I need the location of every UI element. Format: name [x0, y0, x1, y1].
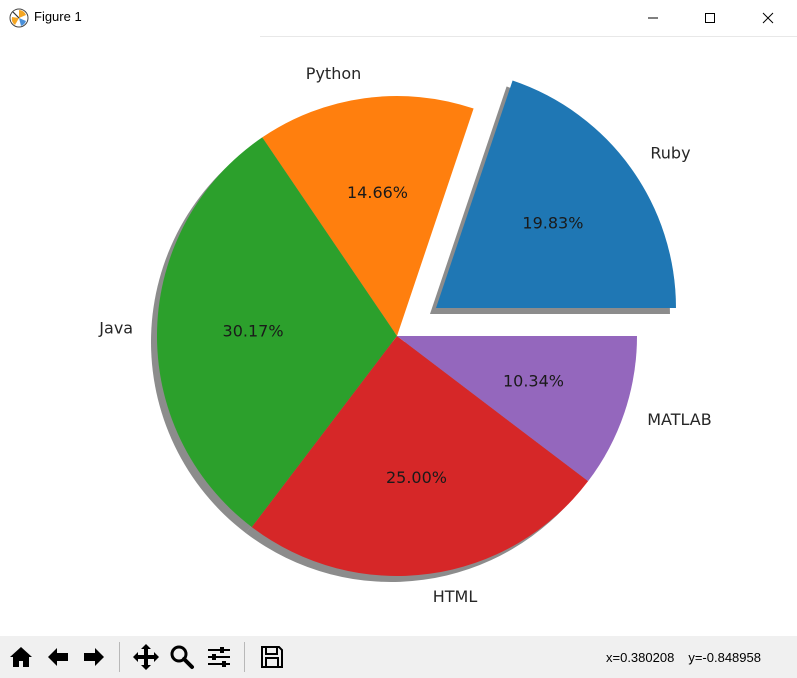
- save-icon: [261, 646, 283, 668]
- slice-label-java: Java: [98, 318, 133, 337]
- back-icon: [48, 648, 68, 666]
- pie-slice-html: [251, 336, 589, 577]
- configure-subplots-button[interactable]: [203, 641, 235, 673]
- pie-chart: Ruby 19.83% Python 14.66% Java 30.17% HTML 25.0…: [98, 64, 711, 606]
- slice-percent-python: 14.66%: [347, 183, 408, 202]
- back-button[interactable]: [42, 641, 74, 673]
- cursor-coordinates: x=0.380208 y=-0.848958: [606, 650, 775, 665]
- window-title: Figure 1: [34, 9, 82, 24]
- title-divider: [260, 36, 797, 37]
- slice-percent-html: 25.00%: [386, 468, 447, 487]
- pan-icon: [133, 644, 159, 670]
- minimize-button[interactable]: [630, 0, 676, 36]
- pie-slice-ruby: [435, 80, 676, 308]
- slice-percent-ruby: 19.83%: [522, 213, 583, 232]
- matplotlib-logo-icon: [9, 8, 29, 28]
- zoom-icon: [170, 645, 194, 669]
- slice-label-matlab: MATLAB: [647, 410, 711, 429]
- zoom-button[interactable]: [166, 641, 198, 673]
- forward-button[interactable]: [78, 641, 110, 673]
- maximize-button[interactable]: [687, 0, 733, 36]
- title-bar: Figure 1: [0, 0, 797, 36]
- close-button[interactable]: [745, 0, 791, 36]
- pan-button[interactable]: [130, 641, 162, 673]
- configure-icon: [208, 647, 230, 667]
- forward-icon: [84, 648, 104, 666]
- y-coordinate: y=-0.848958: [688, 650, 761, 665]
- x-coordinate: x=0.380208: [606, 650, 675, 665]
- slice-percent-matlab: 10.34%: [503, 371, 564, 390]
- figure-canvas[interactable]: Ruby 19.83% Python 14.66% Java 30.17% HTML 25.0…: [0, 37, 797, 633]
- toolbar-separator: [244, 642, 245, 672]
- navigation-toolbar: x=0.380208 y=-0.848958: [0, 636, 797, 678]
- slice-label-python: Python: [306, 64, 361, 83]
- close-icon: [762, 12, 774, 24]
- home-icon: [10, 647, 32, 667]
- home-button[interactable]: [5, 641, 37, 673]
- maximize-icon: [705, 13, 715, 23]
- slice-label-html: HTML: [433, 587, 478, 606]
- slice-label-ruby: Ruby: [650, 143, 690, 162]
- minimize-icon: [648, 17, 658, 19]
- pie-slice-java: [157, 137, 397, 528]
- toolbar-separator: [119, 642, 120, 672]
- pie-slice-python: [262, 95, 474, 336]
- slice-percent-java: 30.17%: [223, 322, 284, 341]
- save-button[interactable]: [256, 641, 288, 673]
- pie-slice-matlab: [397, 336, 637, 482]
